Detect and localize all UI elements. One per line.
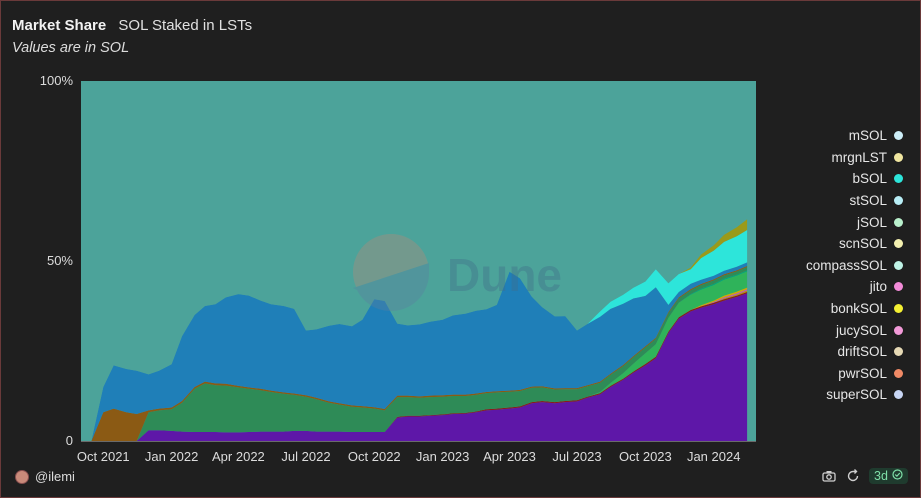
legend-dot-icon — [894, 239, 903, 249]
legend-item-bSOL[interactable]: bSOL — [761, 168, 903, 190]
chart-legend: mSOL mrgnLST bSOL stSOL jSOL scnSOL compassSOL… — [761, 125, 903, 406]
legend-dot-icon — [894, 282, 903, 292]
area-superSOL[interactable] — [81, 293, 748, 441]
legend-dot-icon — [894, 131, 903, 141]
x-tick-label: Oct 2021 — [77, 449, 130, 464]
y-tick-label: 50% — [47, 253, 73, 268]
legend-label: jSOL — [856, 214, 887, 230]
area-scnSOL[interactable] — [81, 267, 748, 441]
dune-logo-icon — [353, 234, 429, 310]
chart-footer: @ilemi — [15, 469, 75, 484]
refresh-icon[interactable] — [845, 468, 861, 484]
legend-item-superSOL[interactable]: superSOL — [761, 384, 903, 406]
legend-label: superSOL — [826, 387, 887, 403]
legend-item-jucySOL[interactable]: jucySOL — [761, 319, 903, 341]
x-tick-label: Apr 2022 — [212, 449, 265, 464]
y-tick-label: 0 — [66, 433, 73, 448]
x-tick-label: Oct 2023 — [619, 449, 672, 464]
legend-label: jucySOL — [835, 322, 887, 338]
camera-icon[interactable] — [821, 468, 837, 484]
chart-header: Market Share SOL Staked in LSTs Values a… — [12, 17, 252, 56]
legend-dot-icon — [894, 174, 903, 184]
legend-item-jito[interactable]: jito — [761, 276, 903, 298]
refresh-badge[interactable]: 3d — [869, 468, 908, 484]
author-avatar[interactable] — [15, 469, 29, 484]
x-tick-label: Oct 2022 — [348, 449, 401, 464]
chart-subtitle: SOL Staked in LSTs — [118, 17, 253, 34]
x-axis-ticks: Oct 2021 Jan 2022 Apr 2022 Jul 2022 Oct 2022… — [77, 449, 741, 464]
legend-label: scnSOL — [838, 236, 887, 252]
legend-item-jSOL[interactable]: jSOL — [761, 211, 903, 233]
legend-dot-icon — [894, 304, 903, 314]
area-mSOL[interactable] — [81, 81, 748, 441]
legend-item-pwrSOL[interactable]: pwrSOL — [761, 363, 903, 385]
area-stSOL[interactable] — [81, 262, 748, 441]
legend-dot-icon — [894, 347, 903, 357]
x-tick-label: Jul 2023 — [552, 449, 601, 464]
legend-item-compassSOL[interactable]: compassSOL — [761, 255, 903, 277]
legend-label: pwrSOL — [838, 365, 887, 381]
check-circle-icon — [892, 469, 903, 483]
x-tick-label: Apr 2023 — [483, 449, 536, 464]
legend-dot-icon — [894, 368, 903, 378]
legend-label: stSOL — [849, 193, 887, 209]
legend-item-mSOL[interactable]: mSOL — [761, 125, 903, 147]
y-tick-label: 100% — [40, 73, 74, 88]
legend-label: driftSOL — [837, 344, 887, 360]
legend-label: bonkSOL — [830, 301, 887, 317]
chart-actions: 3d — [821, 468, 908, 484]
legend-label: mrgnLST — [831, 149, 887, 165]
legend-dot-icon — [894, 325, 903, 335]
legend-item-mrgnLST[interactable]: mrgnLST — [761, 147, 903, 169]
legend-label: bSOL — [852, 171, 887, 187]
legend-dot-icon — [894, 260, 903, 270]
chart-title: Market Share — [12, 17, 107, 34]
dune-watermark-text: Dune — [447, 249, 562, 301]
legend-dot-icon — [894, 152, 903, 162]
legend-dot-icon — [894, 196, 903, 206]
legend-dot-icon — [894, 390, 903, 400]
legend-dot-icon — [894, 217, 903, 227]
x-tick-label: Jan 2023 — [416, 449, 470, 464]
legend-label: compassSOL — [805, 257, 887, 273]
legend-label: mSOL — [848, 128, 887, 144]
x-tick-label: Jan 2024 — [687, 449, 741, 464]
dune-watermark: Dune — [353, 234, 562, 312]
y-axis-ticks: 0 50% 100% — [40, 73, 74, 448]
legend-item-stSOL[interactable]: stSOL — [761, 190, 903, 212]
author-handle[interactable]: @ilemi — [35, 469, 75, 484]
chart-note: Values are in SOL — [12, 40, 130, 56]
refresh-interval: 3d — [874, 469, 888, 483]
area-series-group — [81, 81, 748, 441]
legend-label: jito — [869, 279, 887, 295]
legend-item-driftSOL[interactable]: driftSOL — [761, 341, 903, 363]
legend-item-bonkSOL[interactable]: bonkSOL — [761, 298, 903, 320]
x-tick-label: Jan 2022 — [145, 449, 199, 464]
x-tick-label: Jul 2022 — [281, 449, 330, 464]
legend-item-scnSOL[interactable]: scnSOL — [761, 233, 903, 255]
